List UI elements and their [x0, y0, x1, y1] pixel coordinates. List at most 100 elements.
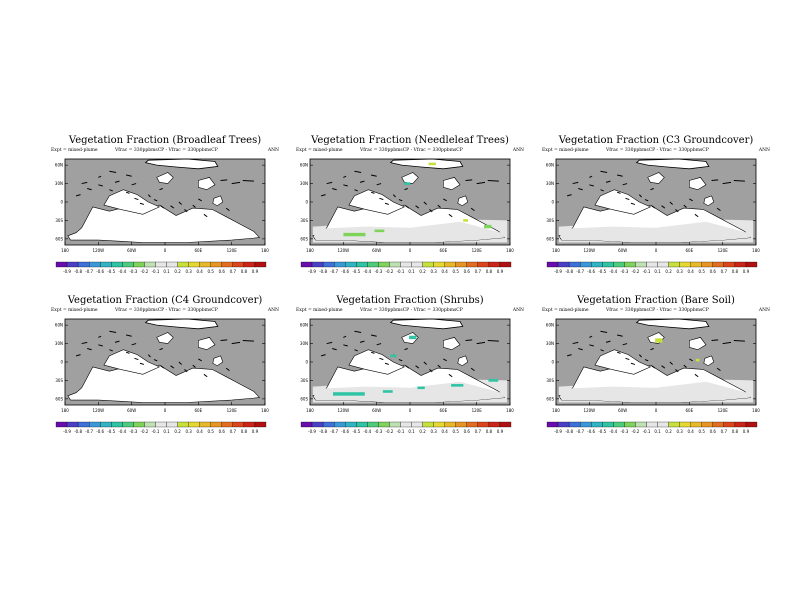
colorbar-label: -0.4 — [609, 429, 617, 434]
land-central-mass — [594, 349, 652, 375]
colorbar-swatch — [400, 261, 412, 268]
coast-fragment — [147, 194, 151, 198]
coast-fragment — [572, 181, 579, 185]
x-tick-label: 0 — [164, 248, 167, 253]
colorbar-swatch — [646, 421, 658, 428]
coast-fragment — [711, 339, 719, 341]
colorbar-label: -0.8 — [74, 429, 82, 434]
x-tick-label: 180 — [506, 248, 514, 253]
colorbar-swatch — [624, 261, 636, 268]
colorbar-swatch — [679, 421, 691, 428]
coast-fragment — [651, 205, 656, 209]
colorbar-label: 0.6 — [464, 269, 471, 274]
colorbar-swatch — [199, 261, 211, 268]
coast-fragment — [192, 364, 196, 368]
colorbar-label: 0.6 — [710, 269, 717, 274]
colorbar-swatch — [422, 421, 434, 428]
arctic-band — [635, 318, 710, 330]
y-tick-label: 60N — [55, 163, 63, 168]
coast-fragment — [343, 184, 348, 187]
panel-c4: Vegetation Fraction (C4 Groundcover) Expt… — [45, 295, 285, 455]
coast-fragment — [153, 359, 158, 362]
x-tick-label: 60E — [195, 248, 203, 253]
x-tick-label: 120E — [472, 248, 483, 253]
x-tick-label: 180 — [306, 248, 314, 253]
colorbar-swatch — [111, 261, 123, 268]
colorbar-swatch — [591, 421, 603, 428]
x-tick-label: 180 — [61, 248, 69, 253]
colorbar-swatch — [488, 261, 501, 268]
y-tick-label: 30S — [546, 218, 554, 223]
coast-fragment — [405, 365, 410, 369]
x-tick-label: 60W — [127, 408, 136, 413]
colorbar-label: 0.3 — [676, 429, 683, 434]
land-northeast-island — [198, 337, 216, 351]
colorbar-swatch — [701, 261, 713, 268]
colorbar-label: -0.3 — [374, 269, 382, 274]
colorbar-swatch — [690, 261, 702, 268]
y-tick-label: 30S — [300, 218, 308, 223]
coast-fragment — [159, 188, 163, 191]
coast-fragment — [147, 354, 151, 358]
colorbar-swatch — [311, 261, 324, 268]
coast-fragment — [600, 330, 608, 334]
coast-fragment — [650, 188, 654, 191]
colorbar-swatch — [367, 421, 379, 428]
colorbar-swatch — [690, 421, 702, 428]
panel-title: Vegetation Fraction (C3 Groundcover) — [558, 135, 754, 146]
colorbar-label: -0.4 — [118, 429, 126, 434]
colorbar-label: -0.1 — [643, 269, 651, 274]
coast-fragment — [616, 191, 621, 194]
colorbar-label: -0.4 — [609, 269, 617, 274]
coast-fragment — [98, 184, 103, 187]
colorbar-swatch — [389, 261, 401, 268]
colorbar-swatch — [210, 261, 222, 268]
colorbar-label: -0.5 — [352, 429, 360, 434]
colorbar-label: 0.5 — [699, 429, 706, 434]
coast-fragment — [443, 198, 447, 202]
colorbar-swatch — [378, 421, 390, 428]
colorbar-swatch — [155, 261, 167, 268]
land-east-island — [703, 195, 715, 207]
colorbar-label: -0.9 — [554, 269, 562, 274]
coast-fragment — [476, 341, 486, 345]
x-tick-label: 180 — [552, 408, 560, 413]
colorbar-swatch — [635, 421, 647, 428]
panel-c3: Vegetation Fraction (C3 Groundcover) Expt… — [536, 135, 776, 295]
y-tick-label: 60N — [55, 323, 63, 328]
y-tick-label: 0 — [60, 360, 63, 365]
coast-fragment — [638, 354, 642, 358]
colorbar-label: -0.5 — [107, 429, 115, 434]
colorbar-swatch — [199, 421, 211, 428]
colorbar-swatch — [546, 421, 559, 428]
coast-fragment — [343, 335, 347, 338]
colorbar-swatch — [422, 261, 434, 268]
coast-fragment — [689, 198, 693, 202]
colorbar-label: 0.4 — [196, 269, 203, 274]
colorbar-label: -0.8 — [565, 269, 573, 274]
panel-center-label: Vfrac = 330ppbmsCP - Vfrac = 330ppbmsCP — [360, 308, 463, 313]
panel-right-label: ANN — [512, 148, 524, 153]
coast-fragment — [448, 373, 453, 378]
anomaly-patch — [382, 390, 393, 393]
colorbar-swatch — [378, 261, 390, 268]
x-tick-label: 60W — [618, 408, 627, 413]
colorbar-label: -0.8 — [565, 429, 573, 434]
coast-fragment — [134, 197, 139, 201]
coast-fragment — [589, 335, 593, 338]
colorbar-swatch — [568, 261, 581, 268]
colorbar-label: -0.8 — [74, 269, 82, 274]
y-tick-label: 30S — [55, 378, 63, 383]
coast-fragment — [617, 174, 623, 177]
colorbar-swatch — [477, 421, 490, 428]
colorbar-swatch — [232, 261, 245, 268]
coast-fragment — [683, 364, 687, 368]
colorbar-swatch — [133, 261, 145, 268]
colorbar-label: 0.7 — [721, 429, 728, 434]
colorbar-label: -0.9 — [63, 429, 71, 434]
y-tick-label: 60S — [546, 396, 554, 401]
coast-fragment — [376, 183, 382, 186]
y-tick-label: 60N — [546, 163, 554, 168]
coast-fragment — [437, 364, 441, 368]
colorbar-swatch — [77, 421, 90, 428]
